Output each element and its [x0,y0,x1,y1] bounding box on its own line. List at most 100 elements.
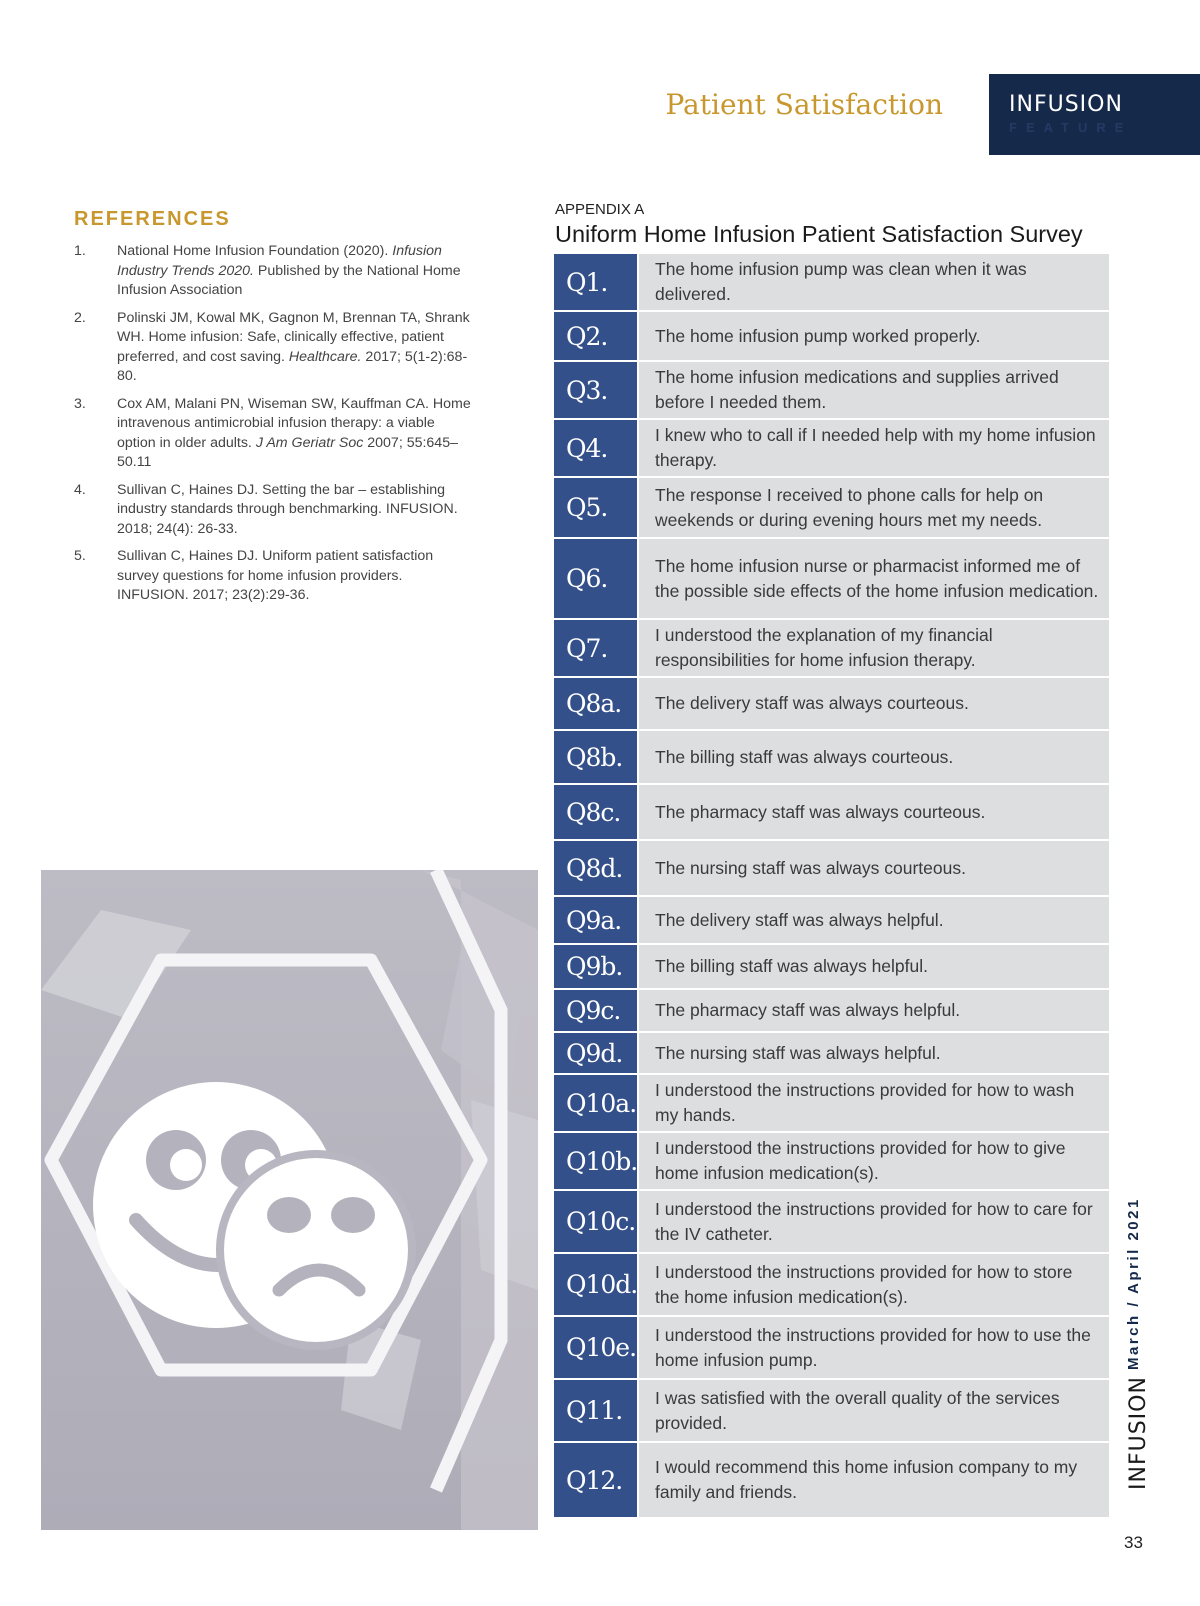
question-text: The pharmacy staff was always helpful. [639,990,1109,1031]
brand-logo-text: INFUSION [1009,92,1123,117]
question-number: Q12. [554,1443,639,1517]
question-number: Q10a. [554,1075,639,1131]
reference-text: 2007; 55:645–50.11 [117,434,458,471]
survey-row: Q10d. I understood the instructions provi… [554,1254,1109,1317]
reference-text: National Home Infusion Foundation (2020)… [117,243,393,259]
reference-text: Sullivan C, Haines DJ. Setting the bar –… [117,481,458,537]
reference-number: 3. [74,395,86,412]
question-text: The billing staff was always helpful. [639,945,1109,988]
question-number: Q10e. [554,1317,639,1378]
survey-row: Q7. I understood the explanation of my fi… [554,620,1109,678]
question-number: Q9d. [554,1033,639,1073]
reference-text: J Am Geriatr Soc [255,434,364,451]
survey-row: Q6. The home infusion nurse or pharmacist… [554,539,1109,620]
reference-number: 1. [74,243,86,259]
question-text: I understood the instructions provided f… [639,1075,1109,1131]
survey-row: Q11. I was satisfied with the overall qua… [554,1380,1109,1443]
question-text: The home infusion pump worked properly. [639,312,1109,360]
satisfaction-illustration [41,870,538,1530]
reference-item: 1. National Home Infusion Foundation (202… [74,242,474,301]
survey-row: Q8b. The billing staff was always courteo… [554,731,1109,785]
question-text: I understood the instructions provided f… [639,1191,1109,1252]
reference-item: 4. Sullivan C, Haines DJ. Setting the bar… [74,481,474,540]
question-text: The billing staff was always courteous. [639,731,1109,783]
reference-text: 2017; 5(1-2):68-80. [117,348,468,385]
references-list: 1. National Home Infusion Foundation (202… [74,242,474,614]
question-text: The home infusion medications and suppli… [639,362,1109,418]
question-number: Q10d. [554,1254,639,1315]
reference-text: Infusion Industry Trends 2020. [117,243,442,279]
section-title: Patient Satisfaction [665,88,943,121]
survey-row: Q1. The home infusion pump was clean when… [554,254,1109,312]
question-text: I was satisfied with the overall quality… [639,1380,1109,1441]
brand-logo-box: INFUSION FEATURE [989,74,1200,155]
survey-row: Q9a. The delivery staff was always helpfu… [554,897,1109,945]
question-number: Q6. [554,539,639,618]
survey-table: Q1. The home infusion pump was clean when… [554,254,1109,1530]
question-text: I understood the instructions provided f… [639,1133,1109,1189]
issue-date: March / April 2021 [1125,1197,1142,1370]
question-text: I would recommend this home infusion com… [639,1443,1109,1517]
survey-row: Q10b. I understood the instructions provi… [554,1133,1109,1191]
reference-text: Cox AM, Malani PN, Wiseman SW, Kauffman … [117,395,471,451]
reference-number: 2. [74,309,86,326]
question-text: The delivery staff was always helpful. [639,897,1109,943]
question-number: Q8d. [554,841,639,895]
survey-row: Q5. The response I received to phone call… [554,478,1109,539]
brand-logo-subtext: FEATURE [1009,120,1133,135]
reference-number: 4. [74,481,86,498]
question-text: I understood the instructions provided f… [639,1254,1109,1315]
question-text: The home infusion pump was clean when it… [639,254,1109,310]
survey-row: Q8a. The delivery staff was always courte… [554,678,1109,731]
question-number: Q2. [554,312,639,360]
happy-sad-faces-icon [41,870,538,1530]
reference-text: Published by the National Home Infusion … [117,262,461,299]
survey-row: Q10a. I understood the instructions provi… [554,1075,1109,1133]
question-text: The nursing staff was always courteous. [639,841,1109,895]
question-text: The nursing staff was always helpful. [639,1033,1109,1073]
question-number: Q8a. [554,678,639,729]
question-number: Q8c. [554,785,639,839]
question-text: I knew who to call if I needed help with… [639,420,1109,476]
question-text: The home infusion nurse or pharmacist in… [639,539,1109,618]
question-number: Q10b. [554,1133,639,1189]
survey-row: Q8d. The nursing staff was always courteo… [554,841,1109,897]
appendix-label: APPENDIX A [555,201,645,218]
reference-text: Healthcare. [288,348,362,365]
footer-brand-logo: INFUSION [1126,1376,1151,1490]
question-number: Q9b. [554,945,639,988]
survey-row: Q10c. I understood the instructions provi… [554,1191,1109,1254]
question-number: Q1. [554,254,639,310]
reference-number: 5. [74,548,86,564]
question-number: Q5. [554,478,639,537]
reference-text: Sullivan C, Haines DJ. Uniform patient s… [117,548,434,603]
reference-item: 5. Sullivan C, Haines DJ. Uniform patient… [74,547,474,606]
reference-text: Polinski JM, Kowal MK, Gagnon M, Brennan… [117,309,470,365]
question-number: Q10c. [554,1191,639,1252]
survey-row: Q9d. The nursing staff was always helpful… [554,1033,1109,1075]
references-heading: REFERENCES [74,208,231,230]
question-text: I understood the explanation of my finan… [639,620,1109,676]
question-number: Q8b. [554,731,639,783]
survey-row: Q9c. The pharmacy staff was always helpfu… [554,990,1109,1033]
question-text: I understood the instructions provided f… [639,1317,1109,1378]
question-number: Q3. [554,362,639,418]
question-text: The response I received to phone calls f… [639,478,1109,537]
survey-row: Q10e. I understood the instructions provi… [554,1317,1109,1380]
question-number: Q7. [554,620,639,676]
survey-row: Q8c. The pharmacy staff was always courte… [554,785,1109,841]
reference-item: 3. Cox AM, Malani PN, Wiseman SW, Kauffma… [74,395,474,473]
survey-row: Q9b. The billing staff was always helpful… [554,945,1109,990]
survey-row: Q12. I would recommend this home infusion… [554,1443,1109,1519]
survey-row: Q3. The home infusion medications and sup… [554,362,1109,420]
question-number: Q9c. [554,990,639,1031]
survey-row: Q2. The home infusion pump worked properl… [554,312,1109,362]
page-number: 33 [1124,1533,1143,1552]
survey-row: Q4. I knew who to call if I needed help w… [554,420,1109,478]
reference-item: 2. Polinski JM, Kowal MK, Gagnon M, Brenn… [74,309,474,387]
question-number: Q4. [554,420,639,476]
survey-title: Uniform Home Infusion Patient Satisfacti… [555,221,1083,247]
question-text: The pharmacy staff was always courteous. [639,785,1109,839]
question-number: Q11. [554,1380,639,1441]
question-number: Q9a. [554,897,639,943]
